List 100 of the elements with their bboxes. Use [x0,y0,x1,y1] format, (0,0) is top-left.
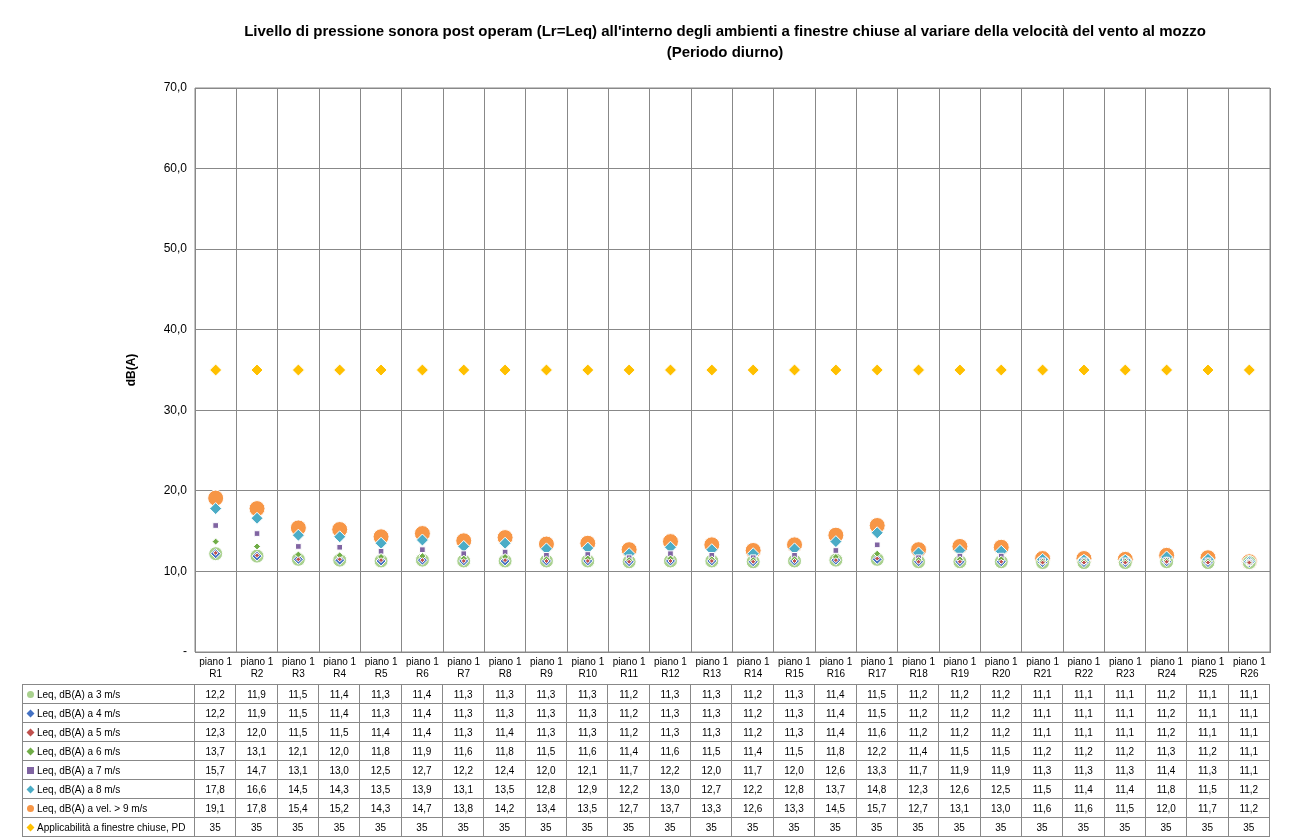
data-label: 12,2 [442,760,484,780]
data-label: 35 [607,817,650,837]
data-label: 11,3 [442,722,484,742]
data-label: 12,0 [773,760,815,780]
data-label: 13,0 [649,779,691,799]
data-label: 19,1 [194,798,236,818]
data-label: 13,3 [690,798,732,818]
data-label: 35 [649,817,691,837]
data-label: 17,8 [235,798,278,818]
data-label: 17,8 [194,779,236,799]
data-label: 12,0 [525,760,567,780]
y-tick-label: 30,0 [163,402,188,417]
x-tick-label: piano 1 R7 [447,655,481,679]
data-label: 15,7 [856,798,898,818]
data-label: 12,7 [401,760,443,780]
data-label: 11,4 [318,703,360,723]
data-label: 11,2 [731,684,774,704]
data-label: 12,2 [194,703,236,723]
data-label: 11,3 [442,703,484,723]
data-label: 13,1 [277,760,319,780]
data-label: 11,2 [980,722,1022,742]
data-label: 11,4 [401,684,443,704]
data-label: 11,2 [1145,722,1187,742]
data-label: 14,7 [401,798,443,818]
data-label: 11,7 [607,760,650,780]
data-label: 13,8 [442,798,484,818]
data-label: 35 [483,817,526,837]
data-label: 11,3 [359,684,402,704]
data-label: 12,1 [277,741,319,761]
data-label: 11,3 [773,684,815,704]
data-label: 11,2 [1145,684,1187,704]
y-tick-label: 10,0 [163,563,188,578]
data-label: 11,1 [1186,684,1229,704]
data-label: 35 [856,817,898,837]
data-label: 35 [359,817,402,837]
data-label: 11,1 [1186,703,1229,723]
data-label: 13,3 [773,798,815,818]
data-label: 11,4 [483,722,526,742]
x-tick-label: piano 1 R24 [1150,655,1184,679]
data-label: 11,2 [607,703,650,723]
x-tick-label: piano 1 R23 [1108,655,1143,679]
data-label: 11,3 [649,722,691,742]
data-label: 11,2 [731,722,774,742]
data-label: 11,2 [980,684,1022,704]
data-label: 11,3 [483,703,526,723]
data-label: 11,2 [607,722,650,742]
data-label: 11,9 [401,741,443,761]
data-label: 11,2 [897,684,939,704]
data-label: 11,5 [980,741,1022,761]
data-label: 11,5 [277,703,319,723]
data-label: 11,4 [359,722,402,742]
data-label: 11,1 [1062,722,1105,742]
x-tick-label: piano 1 R1 [199,655,233,679]
data-label: 11,4 [1145,760,1187,780]
data-label: 11,9 [235,703,278,723]
data-label: 11,6 [856,722,898,742]
data-label: 11,3 [359,703,402,723]
data-label: 35 [194,817,236,837]
data-label: 11,5 [1186,779,1229,799]
data-label: 11,8 [483,741,526,761]
data-label: 13,1 [235,741,278,761]
data-label: 12,0 [235,722,278,742]
data-label: 12,5 [980,779,1022,799]
data-label: 14,3 [318,779,360,799]
data-label: 12,3 [897,779,939,799]
data-label: 11,4 [897,741,939,761]
data-label: 11,6 [442,741,484,761]
data-label: 11,3 [1145,741,1187,761]
data-label: 13,5 [483,779,526,799]
data-label: 35 [938,817,981,837]
legend-label: Leq, dB(A) a 7 m/s [22,760,195,780]
data-label: 15,4 [277,798,319,818]
data-label: 11,5 [277,722,319,742]
data-label: 11,5 [856,684,898,704]
x-tick-label: piano 1 R11 [612,655,646,679]
data-label: 13,1 [938,798,981,818]
data-label: 11,5 [318,722,360,742]
data-label: 11,2 [1062,741,1105,761]
legend-label: Leq, dB(A) a 3 m/s [22,684,195,704]
x-tick-label: piano 1 R6 [406,655,440,679]
x-tick-label: piano 1 R14 [736,655,771,679]
data-label: 11,7 [731,760,774,780]
data-label: 11,2 [938,703,981,723]
data-label: 35 [1186,817,1229,837]
data-label: 11,3 [1021,760,1063,780]
data-label: 13,5 [566,798,608,818]
data-label: 14,3 [359,798,402,818]
data-label: 12,0 [690,760,732,780]
data-label: 11,4 [607,741,650,761]
data-label: 11,3 [566,684,608,704]
data-label: 11,2 [607,684,650,704]
data-label: 11,4 [814,684,856,704]
data-label: 11,5 [1104,798,1146,818]
x-tick-label: piano 1 R21 [1026,655,1060,679]
data-label: 14,7 [235,760,278,780]
data-label: 11,3 [1186,760,1229,780]
data-label: 11,3 [773,722,815,742]
data-label: 11,2 [1228,798,1270,818]
data-label: 12,9 [566,779,608,799]
x-tick-label: piano 1 R8 [488,655,522,679]
